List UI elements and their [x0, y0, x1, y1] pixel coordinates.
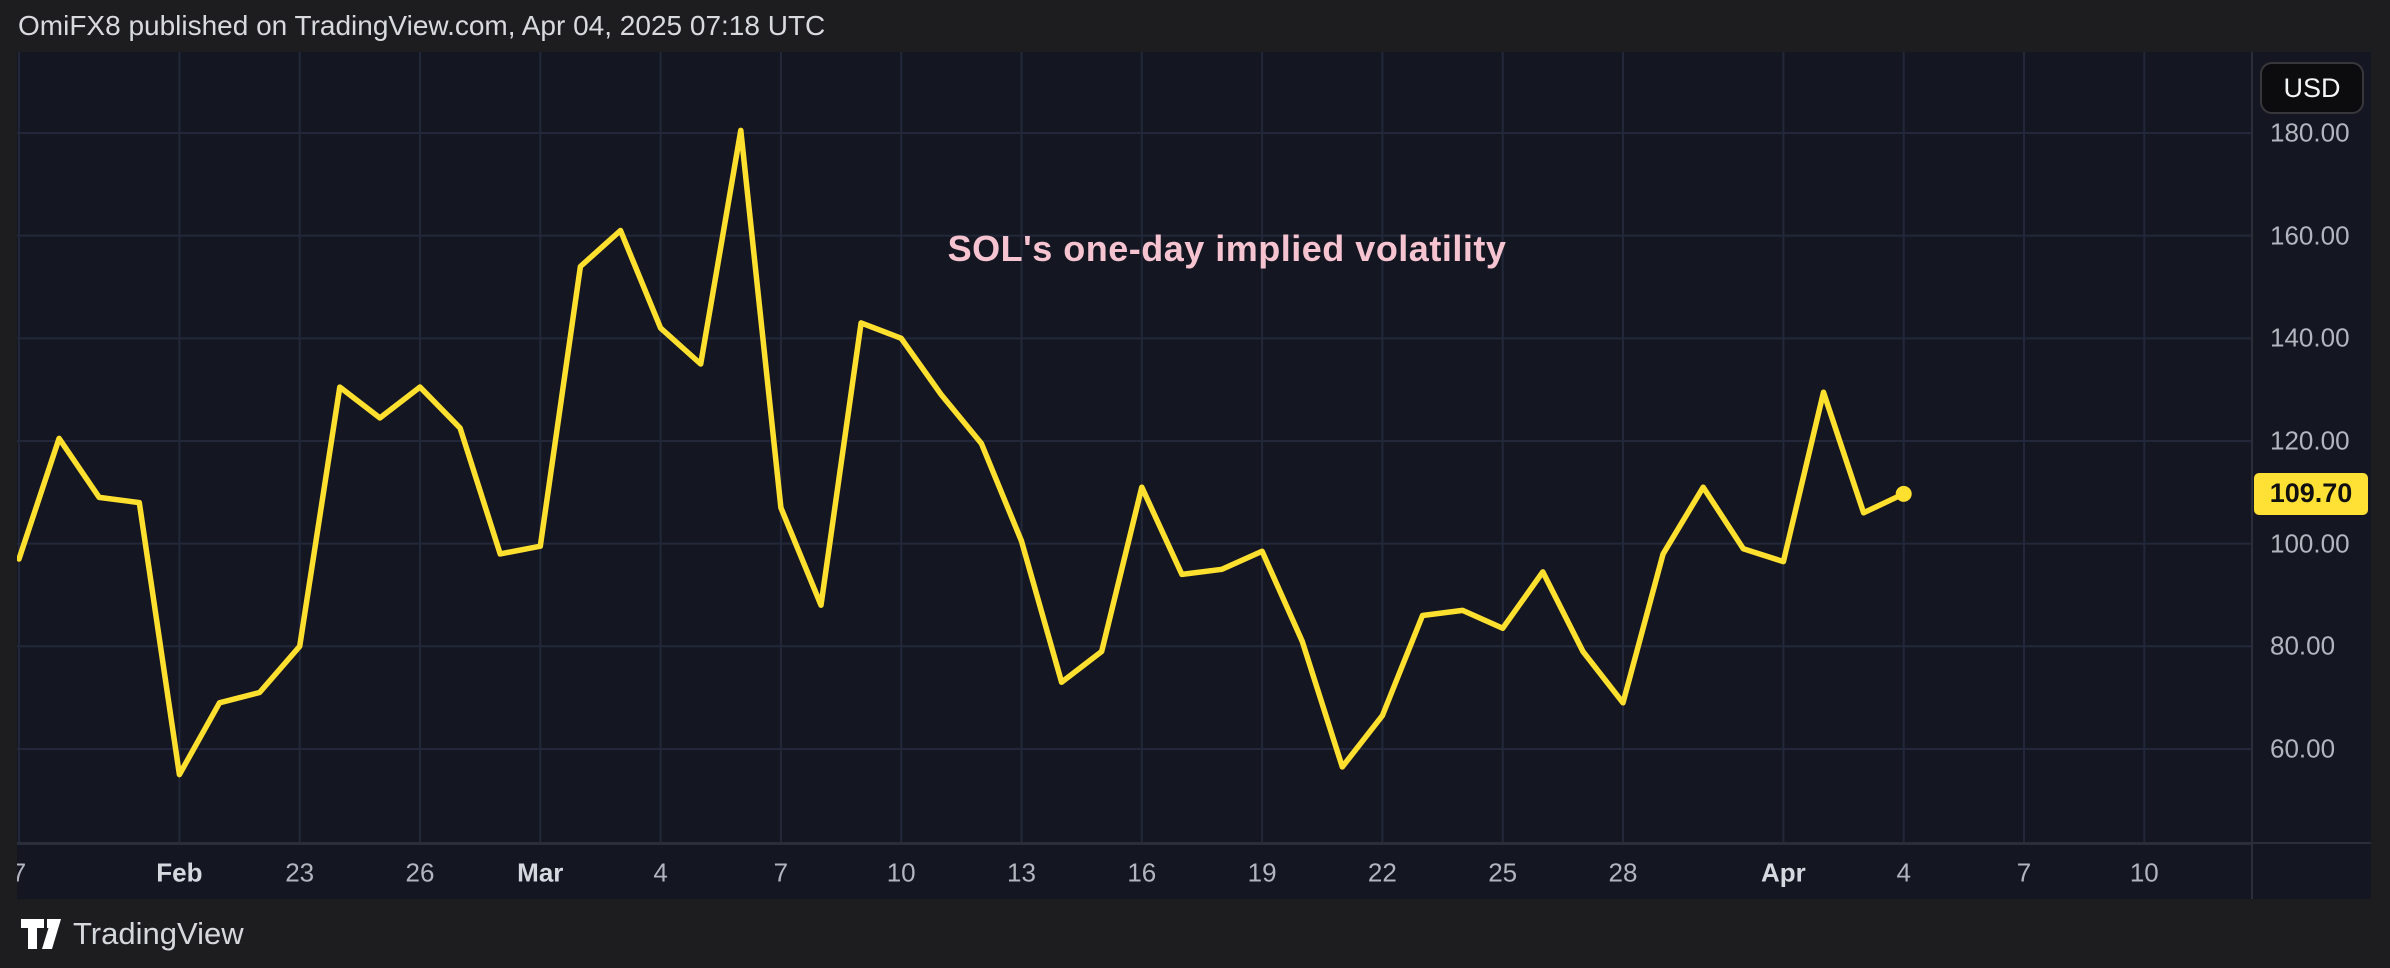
chart-panel: SOL's one-day implied volatility USD 109…: [17, 52, 2371, 899]
time-axis[interactable]: 7 Feb 23 26 Mar 4 7 10 13 16 19 22 25 28 Apr 4 7 10: [17, 843, 2251, 901]
tradingview-logo-icon: [21, 918, 61, 949]
last-price-badge: 109.70: [2254, 472, 2368, 515]
volatility-series-line: [17, 127, 1907, 778]
time-tick-label: 4: [653, 857, 668, 888]
time-tick-label: 10: [886, 857, 916, 888]
price-tick-label: 160.00: [2270, 220, 2350, 251]
plot-area[interactable]: [17, 52, 2371, 899]
time-tick-label: 19: [1247, 857, 1277, 888]
time-tick-label: 4: [1896, 857, 1911, 888]
publish-header: OmiFX8 published on TradingView.com, Apr…: [0, 0, 2390, 52]
time-tick-label-month: Apr: [1761, 857, 1806, 888]
time-tick-label: 7: [773, 857, 789, 888]
time-tick-label: 28: [1608, 857, 1638, 888]
time-tick-label: 7: [17, 858, 26, 889]
time-tick-label-month: Mar: [517, 857, 564, 888]
time-tick-label: 10: [2129, 857, 2159, 888]
price-tick-label: 100.00: [2270, 528, 2350, 559]
time-tick-label: 13: [1007, 857, 1036, 888]
currency-usd-button[interactable]: USD: [2260, 62, 2364, 114]
price-tick-label: 80.00: [2270, 630, 2336, 661]
time-tick-label: 23: [285, 857, 315, 888]
time-tick-label: 25: [1488, 857, 1518, 888]
time-tick-label: 22: [1367, 857, 1397, 888]
price-tick-label: 180.00: [2270, 117, 2350, 148]
tradingview-brand-link[interactable]: TradingView: [21, 916, 244, 952]
last-point-dot: [1895, 485, 1912, 502]
price-axis[interactable]: USD 109.70 180.00 160.00 140.00 120.00 100.0…: [2251, 52, 2373, 899]
publish-header-text: OmiFX8 published on TradingView.com, Apr…: [18, 10, 826, 41]
price-tick-label: 120.00: [2270, 425, 2350, 456]
time-tick-label: 7: [2016, 857, 2032, 888]
price-tick-label: 140.00: [2270, 322, 2350, 353]
time-tick-label: 16: [1127, 857, 1157, 888]
tradingview-brand-text: TradingView: [73, 915, 244, 951]
time-tick-label-month: Feb: [156, 857, 203, 888]
time-tick-label: 26: [405, 857, 435, 888]
price-tick-label: 60.00: [2270, 733, 2336, 764]
chart-title: SOL's one-day implied volatility: [947, 228, 1507, 269]
footer-bar: TradingView: [0, 899, 2390, 968]
